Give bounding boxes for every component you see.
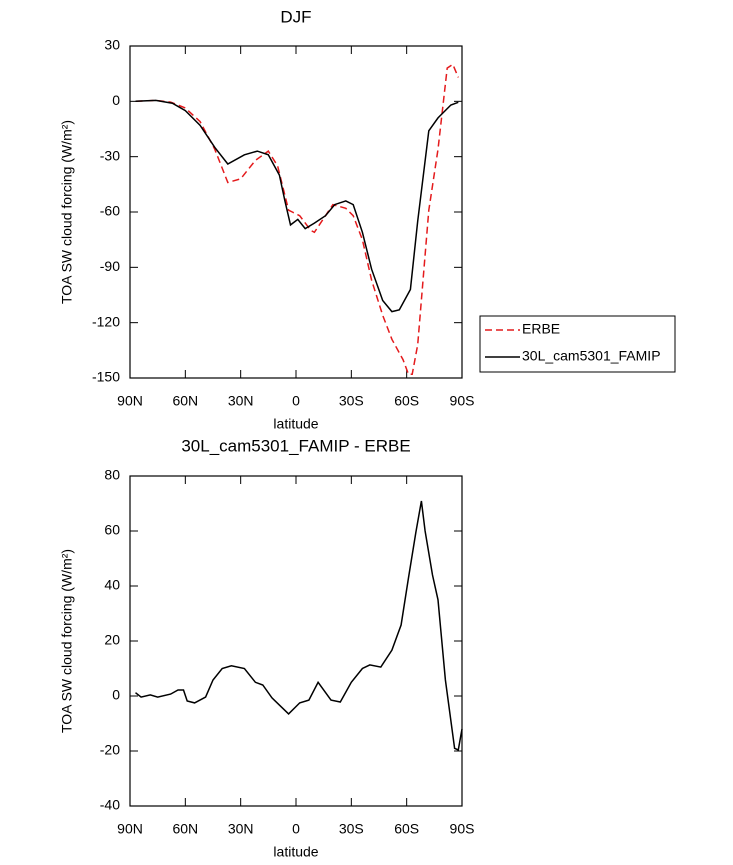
legend-box (479, 315, 676, 373)
x-axis-label: latitude (273, 844, 318, 860)
x-tick-label: 60N (172, 821, 198, 837)
x-tick-label: 90N (117, 393, 143, 409)
plot-frame (129, 45, 463, 379)
y-tick-label: 0 (112, 92, 120, 108)
plot-frame (129, 475, 463, 807)
x-tick-label: 0 (292, 393, 300, 409)
x-tick-label: 90S (450, 393, 475, 409)
x-tick-label: 60S (394, 393, 419, 409)
x-axis-label: latitude (273, 416, 318, 432)
x-tick-label: 0 (292, 821, 300, 837)
y-tick-label: -120 (92, 313, 120, 329)
y-tick-label: -40 (100, 797, 120, 813)
y-tick-label: 60 (104, 522, 120, 538)
y-tick-label: -150 (92, 369, 120, 385)
chart-title: DJF (280, 7, 311, 26)
y-tick-label: -90 (100, 258, 120, 274)
x-tick-label: 60N (172, 393, 198, 409)
x-tick-label: 90S (450, 821, 475, 837)
x-tick-label: 30N (228, 393, 254, 409)
x-tick-label: 90N (117, 821, 143, 837)
y-tick-label: 20 (104, 632, 120, 648)
y-tick-label: -60 (100, 203, 120, 219)
x-tick-label: 30S (339, 821, 364, 837)
y-tick-label: 80 (104, 467, 120, 483)
data-line (135, 500, 463, 751)
y-tick-label: 40 (104, 577, 120, 593)
legend-label: 30L_cam5301_FAMIP (522, 348, 661, 364)
x-tick-label: 30N (228, 821, 254, 837)
y-axis-label: TOA SW cloud forcing (W/m²) (59, 549, 75, 733)
y-tick-label: -30 (100, 147, 120, 163)
x-tick-label: 30S (339, 393, 364, 409)
x-tick-label: 60S (394, 821, 419, 837)
legend-label: ERBE (522, 321, 560, 337)
y-tick-label: -20 (100, 742, 120, 758)
y-tick-label: 0 (112, 687, 120, 703)
data-line (135, 63, 459, 376)
y-axis-label: TOA SW cloud forcing (W/m²) (59, 120, 75, 304)
data-line (135, 99, 459, 313)
chart-title: 30L_cam5301_FAMIP - ERBE (181, 436, 410, 455)
y-tick-label: 30 (104, 37, 120, 53)
